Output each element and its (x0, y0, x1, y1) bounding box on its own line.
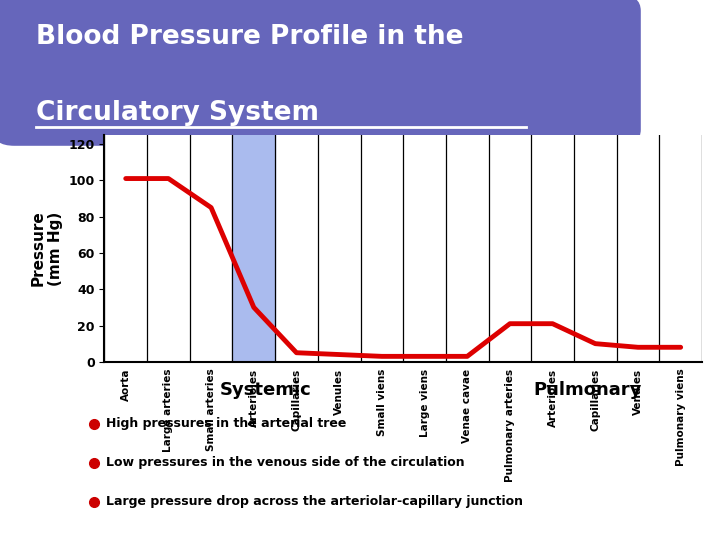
Text: Systemic: Systemic (220, 381, 311, 399)
Text: Arterioles: Arterioles (249, 369, 258, 427)
Text: Pulmonary: Pulmonary (533, 381, 642, 399)
Text: Large arteries: Large arteries (163, 369, 174, 452)
Text: Pulmonary arteries: Pulmonary arteries (505, 369, 515, 482)
Text: Low pressures in the venous side of the circulation: Low pressures in the venous side of the … (106, 456, 464, 469)
Text: High pressures in the arterial tree: High pressures in the arterial tree (106, 417, 346, 430)
Y-axis label: Pressure
(mm Hg): Pressure (mm Hg) (30, 211, 63, 286)
Text: Small viens: Small viens (377, 369, 387, 436)
Text: Venules: Venules (334, 369, 344, 415)
Text: Circulatory System: Circulatory System (36, 100, 319, 126)
Text: Large viens: Large viens (420, 369, 430, 437)
Text: Venules: Venules (633, 369, 643, 415)
Text: Capillaries: Capillaries (590, 369, 600, 431)
Text: Pulmonary viens: Pulmonary viens (675, 369, 685, 467)
Bar (233, 135, 275, 362)
Text: Large pressure drop across the arteriolar-capillary junction: Large pressure drop across the arteriola… (106, 495, 523, 508)
Text: Arterioles: Arterioles (548, 369, 557, 427)
Text: Blood Pressure Profile in the: Blood Pressure Profile in the (36, 24, 464, 50)
Text: Aorta: Aorta (121, 369, 131, 401)
Text: Small arteries: Small arteries (206, 369, 216, 451)
Text: Capillaries: Capillaries (292, 369, 302, 431)
FancyBboxPatch shape (0, 0, 641, 146)
Text: Venae cavae: Venae cavae (462, 369, 472, 443)
